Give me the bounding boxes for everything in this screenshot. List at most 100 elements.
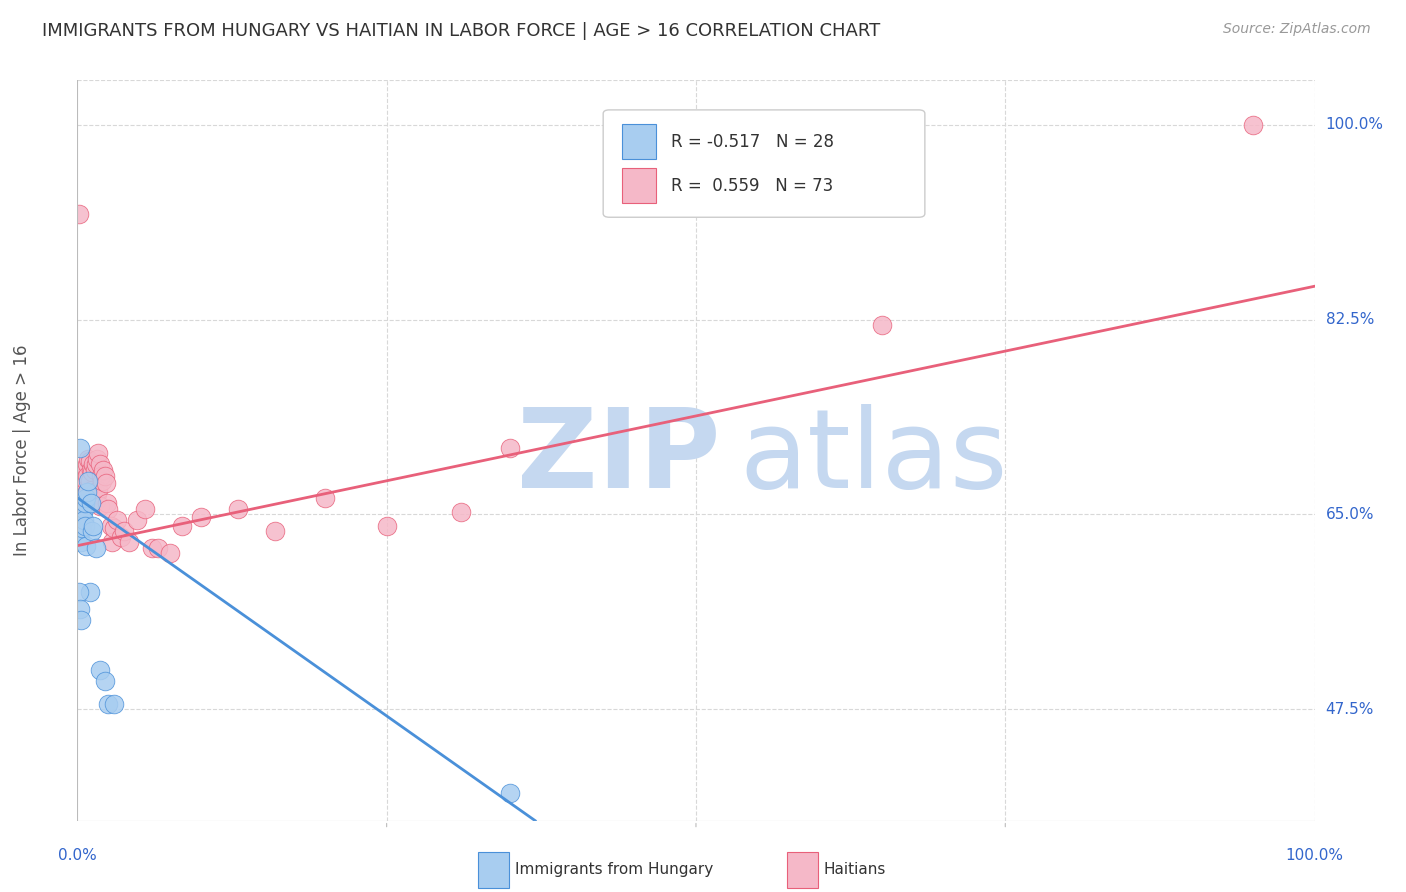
Point [100,518,122,533]
Point [82,483,104,497]
Text: 100.0%: 100.0% [1285,848,1344,863]
Point [105,513,128,527]
Point [82,518,104,533]
Point [89,499,111,513]
Point [76,485,98,500]
Point [72,513,94,527]
Text: Source: ZipAtlas.com: Source: ZipAtlas.com [1223,22,1371,37]
Point [73,465,96,479]
Point [146,541,169,555]
Point [73,496,96,510]
Point [375,518,398,533]
Point [80,463,103,477]
Point [67,207,90,221]
Point [80,496,103,510]
Point [73,476,96,491]
Bar [621,124,657,160]
Text: R = -0.517   N = 28: R = -0.517 N = 28 [671,133,834,151]
Point [70,535,93,549]
Point [93,468,115,483]
Point [72,468,94,483]
Point [75,539,97,553]
Point [134,502,156,516]
Point [75,491,97,505]
Point [86,487,108,501]
Point [72,480,94,494]
Text: 100.0%: 100.0% [1326,118,1384,132]
Point [97,697,120,711]
Point [264,524,287,538]
Point [90,468,112,483]
Point [499,786,522,800]
Text: ZIP: ZIP [517,404,721,511]
Point [82,496,104,510]
Point [77,451,100,466]
Point [84,541,107,555]
Point [103,521,125,535]
Point [76,485,98,500]
Point [87,483,110,497]
Point [103,697,125,711]
Point [91,463,114,477]
Point [125,513,148,527]
Point [86,451,108,466]
Point [83,463,105,477]
Point [69,485,91,500]
Point [70,613,93,627]
Text: Immigrants from Hungary: Immigrants from Hungary [515,863,713,877]
FancyBboxPatch shape [603,110,925,218]
Text: 47.5%: 47.5% [1326,702,1374,717]
Point [73,491,96,505]
Point [67,508,90,522]
Point [67,509,90,524]
Point [84,458,107,472]
Point [76,468,98,483]
Point [82,458,104,472]
Point [82,465,104,479]
Point [69,530,91,544]
Point [79,585,101,599]
Point [94,476,117,491]
Point [159,546,181,560]
Point [72,521,94,535]
Point [91,474,114,488]
Point [118,535,141,549]
Point [69,441,91,455]
Point [69,513,91,527]
Point [190,509,212,524]
Point [70,496,93,510]
Point [89,664,111,678]
Point [72,502,94,516]
Point [69,602,91,616]
Point [89,458,111,472]
Text: atlas: atlas [740,404,1008,511]
Point [84,494,107,508]
Point [76,458,98,472]
Point [97,502,120,516]
Point [67,491,90,505]
Point [93,674,115,689]
Point [450,505,472,519]
Point [75,460,97,475]
Text: R =  0.559   N = 73: R = 0.559 N = 73 [671,177,834,194]
Point [80,494,103,508]
Point [67,585,90,599]
Point [72,502,94,516]
Point [72,508,94,522]
Point [77,483,100,497]
Point [141,541,163,555]
Point [70,518,93,533]
Text: 65.0%: 65.0% [1326,507,1374,522]
Point [87,446,110,460]
Point [79,454,101,468]
Point [73,518,96,533]
Point [77,474,100,488]
Point [75,487,97,501]
Text: In Labor Force | Age > 16: In Labor Force | Age > 16 [13,344,31,557]
Point [172,518,194,533]
Text: 82.5%: 82.5% [1326,312,1374,327]
Text: Haitians: Haitians [824,863,886,877]
Point [72,496,94,510]
Point [499,441,522,455]
Point [72,474,94,488]
